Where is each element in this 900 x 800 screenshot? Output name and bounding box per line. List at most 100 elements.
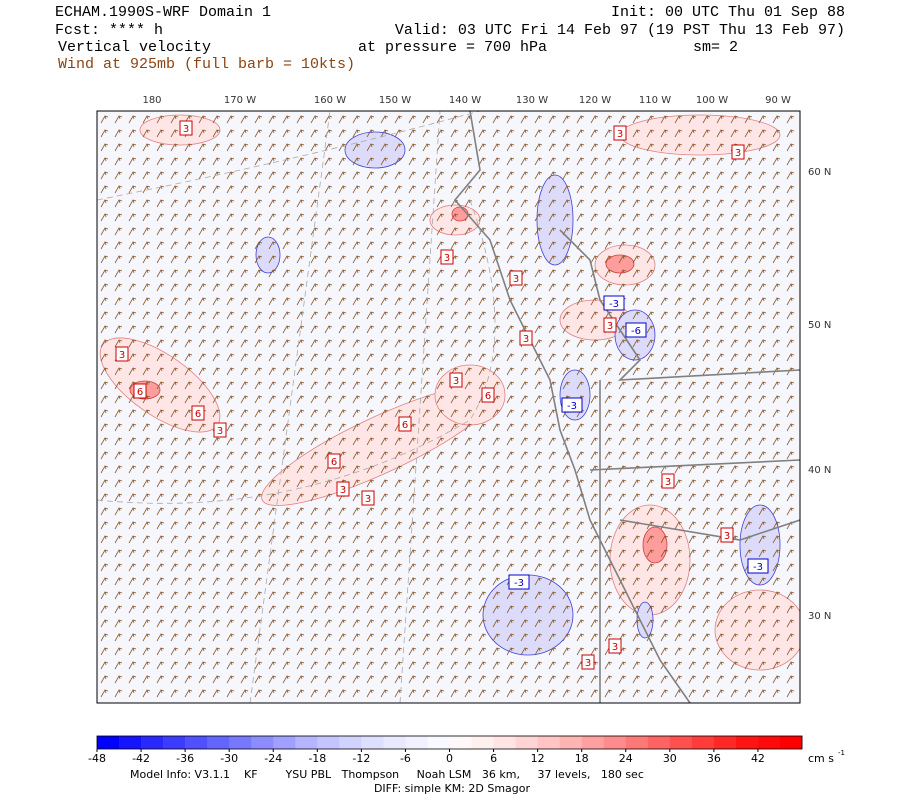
colorbar-swatch <box>493 736 516 749</box>
colorbar-tick-label: -36 <box>176 752 194 765</box>
colorbar-swatch <box>757 736 781 749</box>
colorbar-tick-label: -30 <box>220 752 238 765</box>
colorbar-tick-label: 30 <box>663 752 677 765</box>
colorbar-tick-label: 24 <box>619 752 633 765</box>
longitude-label: 170 W <box>224 95 256 106</box>
colorbar-tick-label: -48 <box>88 752 106 765</box>
contour-label-box <box>327 453 341 469</box>
footer-diff: DIFF: simple KM: 2D Smagor <box>374 782 531 795</box>
contour-label-box <box>581 654 595 670</box>
contour-label: -6 <box>631 326 641 337</box>
colorbar-tick-label: 12 <box>531 752 545 765</box>
latitude-label: 40 N <box>808 465 831 476</box>
contour-label: -3 <box>514 578 524 589</box>
contour-label: 3 <box>217 426 223 437</box>
colorbar-swatch <box>537 736 560 749</box>
colorbar-tick-label: 36 <box>707 752 721 765</box>
footer-model-info: Model Info: V3.1.1 KF YSU PBL Thompson N… <box>130 768 644 781</box>
contour-label: -3 <box>567 401 577 412</box>
contour-label-box <box>191 405 205 421</box>
contour-label: 6 <box>331 457 337 468</box>
contour-label: 3 <box>183 124 189 135</box>
colorbar-tick-label: -6 <box>400 752 411 765</box>
colorbar-unit: cm s <box>808 752 834 765</box>
model-title: ECHAM.1990S-WRF Domain 1 <box>55 4 271 21</box>
longitude-label: 100 W <box>696 95 728 106</box>
contour-label: 3 <box>453 376 459 387</box>
contour-label-box <box>481 387 495 403</box>
longitude-label: 160 W <box>314 95 346 106</box>
colorbar-swatch <box>625 736 649 749</box>
colorbar-swatch <box>669 736 693 749</box>
longitude-label: 130 W <box>516 95 548 106</box>
colorbar-tick-label: 0 <box>446 752 453 765</box>
colorbar-swatch <box>471 736 494 749</box>
colorbar-swatch <box>779 736 803 749</box>
contour-label: 3 <box>513 274 519 285</box>
contour-label-box <box>179 120 193 136</box>
forecast-hour: Fcst: **** h <box>55 22 163 39</box>
colorbar-swatch <box>449 736 472 749</box>
init-time: Init: 00 UTC Thu 01 Sep 88 <box>611 4 845 21</box>
colorbar-swatch <box>515 736 538 749</box>
colorbar-tick-label: -12 <box>352 752 370 765</box>
colorbar-tick-label: -18 <box>308 752 326 765</box>
contour-label: 3 <box>735 148 741 159</box>
contour-label: 3 <box>119 350 125 361</box>
contour-label-box <box>720 527 734 543</box>
contour-label: 3 <box>365 494 371 505</box>
contour-label-box <box>603 317 617 333</box>
contour-label-box <box>613 125 627 141</box>
contour-label-box <box>115 346 129 362</box>
contour-label: 6 <box>485 391 491 402</box>
map-frame <box>96 110 801 704</box>
colorbar-swatch <box>317 736 340 749</box>
contour-label-box <box>361 490 375 506</box>
colorbar-swatch <box>647 736 671 749</box>
colorbar-swatch <box>141 736 164 749</box>
colorbar-swatch <box>559 736 582 749</box>
contour-label-box <box>608 638 622 654</box>
contour-label-box <box>603 295 625 311</box>
contour-label: 3 <box>724 531 730 542</box>
colorbar-swatch <box>163 736 186 749</box>
colorbar-swatch <box>251 736 274 749</box>
longitude-label: 110 W <box>639 95 671 106</box>
colorbar-tick-label: -24 <box>264 752 282 765</box>
contour-label: 3 <box>340 485 346 496</box>
colorbar-swatch <box>119 736 142 749</box>
longitude-label: 150 W <box>379 95 411 106</box>
contour-label-box <box>336 481 350 497</box>
contour-label: 3 <box>665 477 671 488</box>
wind-note: Wind at 925mb (full barb = 10kts) <box>58 56 355 73</box>
contour-label-box <box>449 372 463 388</box>
colorbar-unit-exponent: -1 <box>838 749 845 757</box>
longitude-label: 140 W <box>449 95 481 106</box>
contour-label: 3 <box>523 334 529 345</box>
colorbar-tick-label: 42 <box>751 752 765 765</box>
latitude-label: 50 N <box>808 320 831 331</box>
contour-label: -3 <box>753 562 763 573</box>
contour-label-box <box>508 574 530 590</box>
colorbar-swatch <box>207 736 230 749</box>
contour-label: 3 <box>585 658 591 669</box>
longitude-label: 90 W <box>765 95 791 106</box>
colorbar-swatch <box>273 736 296 749</box>
colorbar-swatch <box>185 736 208 749</box>
contour-label-box <box>509 270 523 286</box>
colorbar-swatch <box>691 736 715 749</box>
contour-label-box <box>213 422 227 438</box>
colorbar-swatch <box>361 736 384 749</box>
latitude-label: 30 N <box>808 611 831 622</box>
contour-label: -3 <box>609 299 619 310</box>
contour-label-box <box>747 558 769 574</box>
contour-label-box <box>561 397 583 413</box>
colorbar-swatch <box>339 736 362 749</box>
contour-label-box <box>398 416 412 432</box>
contour-label-box <box>519 330 533 346</box>
colorbar-swatch <box>383 736 406 749</box>
colorbar-tick-label: 6 <box>490 752 497 765</box>
colorbar-swatch <box>405 736 428 749</box>
contour-label: 6 <box>137 387 143 398</box>
